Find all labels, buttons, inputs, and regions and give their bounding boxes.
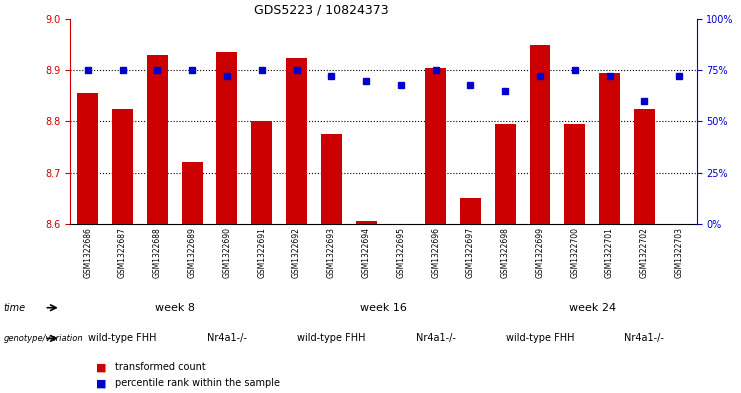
Bar <box>460 198 481 224</box>
Text: Nr4a1-/-: Nr4a1-/- <box>207 333 247 343</box>
Text: GSM1322696: GSM1322696 <box>431 227 440 278</box>
Text: GSM1322687: GSM1322687 <box>118 227 127 278</box>
Bar <box>251 121 272 224</box>
Bar <box>216 52 237 224</box>
Text: wild-type FHH: wild-type FHH <box>297 333 365 343</box>
Text: GSM1322691: GSM1322691 <box>257 227 266 278</box>
Text: GSM1322693: GSM1322693 <box>327 227 336 278</box>
Bar <box>77 93 99 224</box>
Text: genotype/variation: genotype/variation <box>4 334 83 343</box>
Text: GSM1322699: GSM1322699 <box>536 227 545 278</box>
Text: week 24: week 24 <box>568 303 616 313</box>
Bar <box>112 108 133 224</box>
Text: Nr4a1-/-: Nr4a1-/- <box>625 333 664 343</box>
Text: ■: ■ <box>96 378 107 388</box>
Bar <box>425 68 446 224</box>
Bar <box>356 221 376 224</box>
Bar <box>147 55 167 224</box>
Text: GSM1322698: GSM1322698 <box>501 227 510 278</box>
Text: GSM1322692: GSM1322692 <box>292 227 301 278</box>
Text: GSM1322697: GSM1322697 <box>466 227 475 278</box>
Text: week 16: week 16 <box>360 303 407 313</box>
Title: GDS5223 / 10824373: GDS5223 / 10824373 <box>253 4 388 17</box>
Text: transformed count: transformed count <box>115 362 205 373</box>
Text: GSM1322701: GSM1322701 <box>605 227 614 278</box>
Bar <box>565 124 585 224</box>
Text: wild-type FHH: wild-type FHH <box>506 333 574 343</box>
Bar <box>599 73 620 224</box>
Text: GSM1322702: GSM1322702 <box>640 227 649 278</box>
Text: GSM1322689: GSM1322689 <box>187 227 196 278</box>
Text: wild-type FHH: wild-type FHH <box>88 333 157 343</box>
Bar <box>321 134 342 224</box>
Text: percentile rank within the sample: percentile rank within the sample <box>115 378 280 388</box>
Text: GSM1322700: GSM1322700 <box>571 227 579 278</box>
Text: time: time <box>4 303 26 313</box>
Bar <box>530 45 551 224</box>
Bar <box>286 57 307 224</box>
Bar <box>495 124 516 224</box>
Bar <box>182 162 202 224</box>
Bar <box>634 108 655 224</box>
Text: GSM1322686: GSM1322686 <box>83 227 93 278</box>
Text: GSM1322694: GSM1322694 <box>362 227 370 278</box>
Text: GSM1322688: GSM1322688 <box>153 227 162 278</box>
Text: GSM1322695: GSM1322695 <box>396 227 405 278</box>
Text: GSM1322690: GSM1322690 <box>222 227 231 278</box>
Text: Nr4a1-/-: Nr4a1-/- <box>416 333 456 343</box>
Text: GSM1322703: GSM1322703 <box>674 227 684 278</box>
Text: ■: ■ <box>96 362 107 373</box>
Text: week 8: week 8 <box>155 303 195 313</box>
